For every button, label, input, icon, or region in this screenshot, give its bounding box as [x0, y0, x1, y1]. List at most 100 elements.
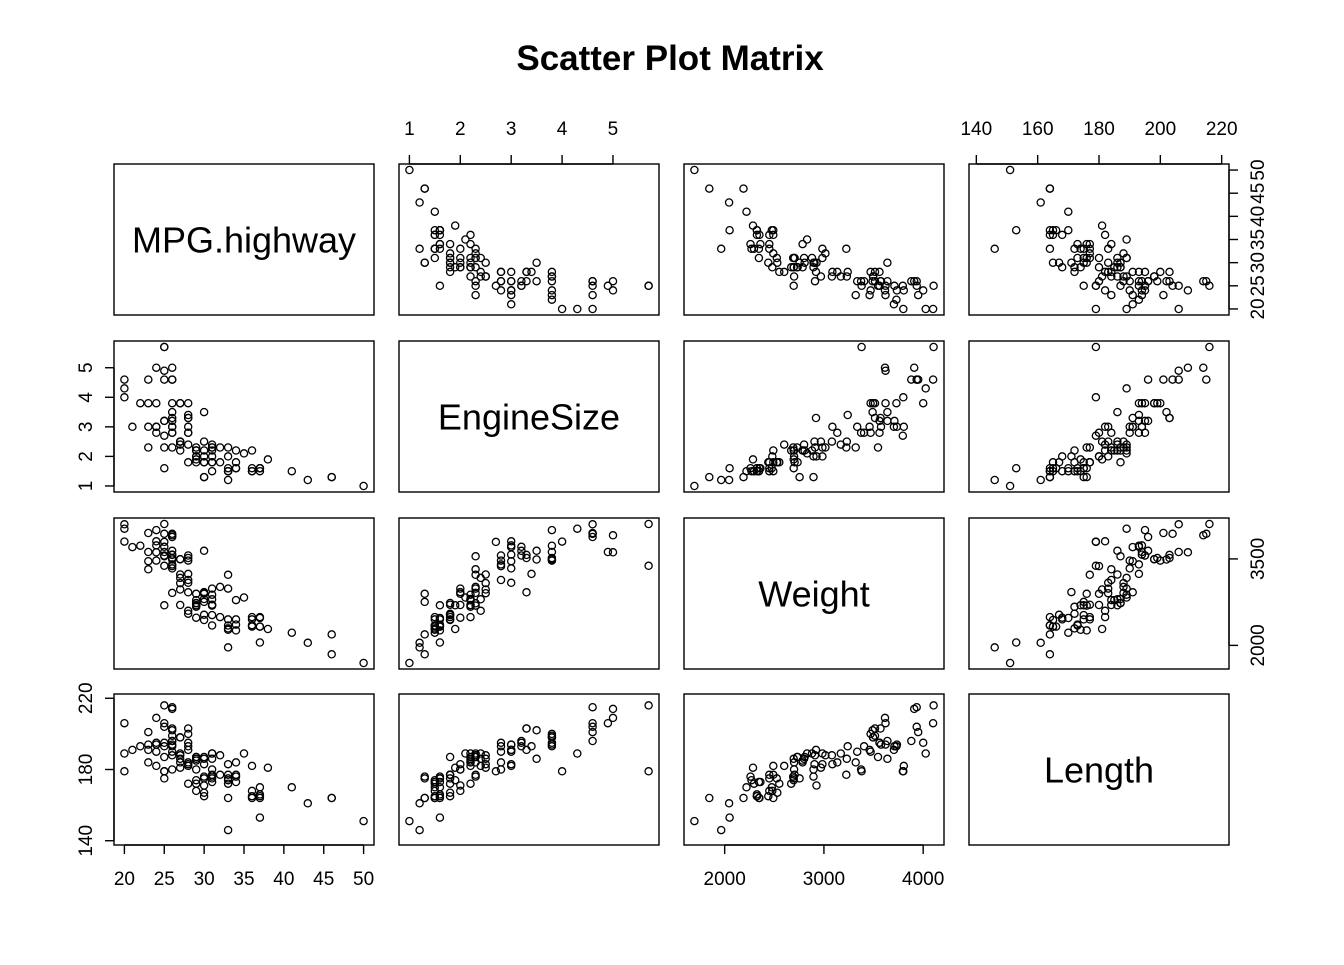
data-point: [506, 300, 516, 309]
data-point: [880, 286, 890, 295]
data-point: [644, 767, 653, 776]
data-point: [1122, 449, 1131, 458]
data-point: [1168, 529, 1177, 539]
data-point: [144, 727, 153, 737]
data-point: [1091, 393, 1101, 402]
data-point: [836, 749, 846, 758]
data-point: [461, 749, 470, 758]
data-point: [191, 765, 201, 774]
tick-label: 25: [154, 869, 175, 890]
data-point: [990, 244, 999, 254]
data-point: [913, 727, 923, 737]
data-point: [779, 267, 789, 277]
data-point: [223, 793, 233, 803]
data-point: [167, 413, 177, 423]
data-point: [456, 600, 465, 610]
tick-label: 5: [76, 362, 97, 373]
panel-frame: [683, 517, 945, 670]
data-point: [795, 774, 804, 783]
data-point: [175, 446, 185, 455]
data-point: [1183, 363, 1193, 372]
data-point: [496, 286, 506, 295]
data-point: [175, 437, 185, 446]
data-point: [1202, 375, 1211, 384]
data-point: [456, 263, 465, 272]
data-point: [456, 589, 465, 599]
data-point: [928, 718, 938, 728]
data-point: [1100, 606, 1110, 616]
data-point: [167, 588, 177, 598]
data-point: [752, 230, 762, 240]
data-point: [748, 221, 758, 230]
data-point: [247, 761, 257, 771]
data-point: [191, 599, 201, 608]
data-point: [152, 525, 161, 535]
data-point: [1143, 276, 1153, 286]
panel-weight-vs-length: [968, 517, 1230, 670]
data-point: [789, 281, 798, 291]
data-point: [231, 620, 241, 629]
data-point: [608, 276, 618, 286]
data-point: [160, 519, 169, 529]
data-point: [1134, 569, 1144, 579]
data-point: [247, 786, 257, 796]
data-point: [415, 198, 424, 207]
data-point: [435, 601, 445, 610]
data-point: [183, 553, 193, 563]
data-point: [856, 428, 866, 438]
data-point: [1070, 267, 1079, 277]
data-point: [588, 736, 597, 746]
data-point: [724, 475, 734, 485]
panel-frame: [398, 517, 660, 670]
data-point: [588, 304, 597, 314]
data-point: [522, 553, 531, 563]
data-point: [802, 235, 812, 244]
tick-label: 4: [557, 119, 568, 140]
data-point: [152, 363, 161, 372]
data-point: [128, 542, 137, 552]
tick-label: 180: [1083, 119, 1115, 140]
data-point: [557, 537, 567, 546]
data-point: [183, 761, 193, 771]
data-point: [1100, 267, 1110, 277]
data-point: [160, 443, 169, 452]
data-point: [175, 570, 185, 579]
tick-label: 35: [233, 869, 254, 890]
data-point: [789, 452, 799, 461]
data-point: [199, 791, 209, 801]
data-point: [876, 724, 885, 733]
data-point: [450, 775, 460, 785]
data-point: [1091, 342, 1101, 352]
data-point: [1125, 422, 1134, 432]
data-point: [865, 422, 874, 432]
data-point: [120, 718, 129, 728]
data-point: [644, 561, 653, 571]
data-point: [772, 774, 782, 783]
data-point: [1045, 466, 1055, 476]
data-point: [1048, 225, 1058, 235]
data-point: [705, 793, 714, 803]
left-axis-enginesize: 1 2 3 4 5: [76, 362, 115, 491]
data-point: [160, 463, 169, 473]
data-point: [167, 550, 177, 559]
data-point: [420, 184, 429, 193]
tick-label: 20: [114, 869, 135, 890]
data-point: [415, 244, 424, 254]
data-point: [120, 520, 129, 529]
data-point: [167, 416, 177, 426]
data-point: [128, 422, 137, 432]
data-point: [496, 556, 506, 565]
data-point: [496, 575, 506, 585]
data-point: [199, 452, 209, 461]
data-point: [255, 638, 265, 647]
data-point: [1079, 458, 1088, 467]
data-point: [812, 781, 821, 790]
data-point: [167, 407, 177, 417]
data-point: [183, 606, 193, 616]
data-point: [144, 565, 153, 574]
data-point: [852, 747, 862, 756]
data-point: [359, 481, 368, 491]
data-point: [1113, 570, 1122, 579]
data-point: [868, 276, 877, 286]
